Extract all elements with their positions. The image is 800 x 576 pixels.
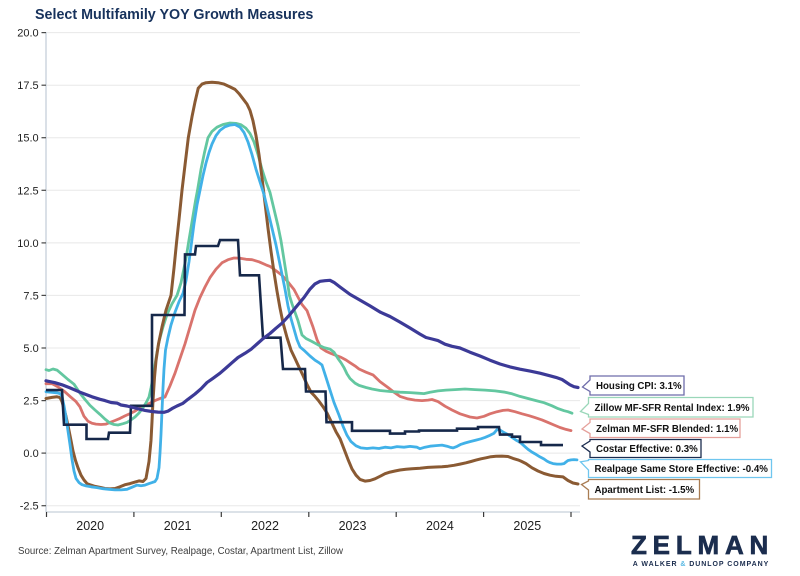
svg-text:17.5: 17.5 — [17, 80, 38, 92]
svg-text:0.0: 0.0 — [23, 448, 38, 460]
svg-text:Apartment List: -1.5%: Apartment List: -1.5% — [595, 485, 695, 496]
svg-text:2024: 2024 — [426, 519, 454, 533]
svg-text:2021: 2021 — [164, 519, 192, 533]
svg-text:15.0: 15.0 — [17, 133, 38, 145]
svg-text:12.5: 12.5 — [17, 185, 38, 197]
svg-text:5.0: 5.0 — [23, 343, 38, 355]
svg-text:Zelman MF-SFR Blended: 1.1%: Zelman MF-SFR Blended: 1.1% — [596, 424, 738, 435]
svg-text:Housing CPI: 3.1%: Housing CPI: 3.1% — [596, 381, 682, 392]
svg-text:2.5: 2.5 — [23, 396, 38, 408]
svg-text:2020: 2020 — [76, 519, 104, 533]
svg-text:Realpage Same Store Effective:: Realpage Same Store Effective: -0.4% — [595, 464, 769, 475]
svg-text:2022: 2022 — [251, 519, 279, 533]
svg-text:-2.5: -2.5 — [20, 501, 39, 513]
svg-text:10.0: 10.0 — [17, 238, 38, 250]
svg-text:20.0: 20.0 — [17, 28, 38, 40]
svg-text:Zillow MF-SFR Rental Index: 1.: Zillow MF-SFR Rental Index: 1.9% — [595, 403, 750, 414]
svg-text:7.5: 7.5 — [23, 290, 38, 302]
svg-text:2023: 2023 — [339, 519, 367, 533]
svg-text:2025: 2025 — [513, 519, 541, 533]
svg-text:Costar Effective: 0.3%: Costar Effective: 0.3% — [596, 444, 698, 455]
